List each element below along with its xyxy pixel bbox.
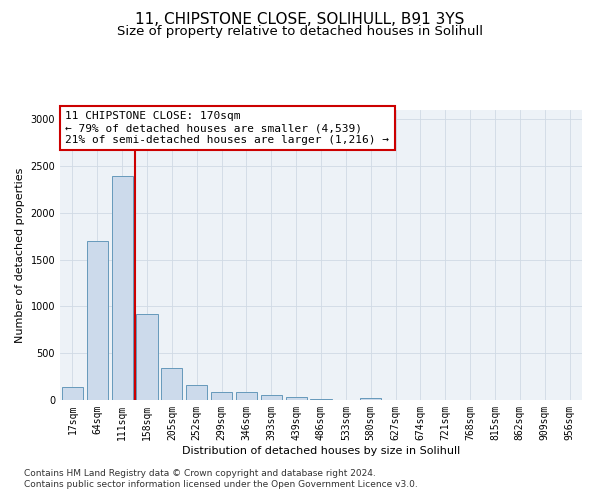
Bar — [310, 399, 332, 400]
Bar — [360, 398, 381, 400]
Text: Contains HM Land Registry data © Crown copyright and database right 2024.: Contains HM Land Registry data © Crown c… — [24, 468, 376, 477]
Bar — [112, 176, 133, 400]
Text: Size of property relative to detached houses in Solihull: Size of property relative to detached ho… — [117, 25, 483, 38]
Bar — [62, 387, 83, 400]
X-axis label: Distribution of detached houses by size in Solihull: Distribution of detached houses by size … — [182, 446, 460, 456]
Text: 11, CHIPSTONE CLOSE, SOLIHULL, B91 3YS: 11, CHIPSTONE CLOSE, SOLIHULL, B91 3YS — [136, 12, 464, 28]
Text: 11 CHIPSTONE CLOSE: 170sqm
← 79% of detached houses are smaller (4,539)
21% of s: 11 CHIPSTONE CLOSE: 170sqm ← 79% of deta… — [65, 112, 389, 144]
Y-axis label: Number of detached properties: Number of detached properties — [15, 168, 25, 342]
Bar — [236, 392, 257, 400]
Bar — [186, 385, 207, 400]
Bar — [261, 396, 282, 400]
Bar — [136, 314, 158, 400]
Text: Contains public sector information licensed under the Open Government Licence v3: Contains public sector information licen… — [24, 480, 418, 489]
Bar — [87, 241, 108, 400]
Bar — [211, 392, 232, 400]
Bar — [286, 397, 307, 400]
Bar — [161, 368, 182, 400]
